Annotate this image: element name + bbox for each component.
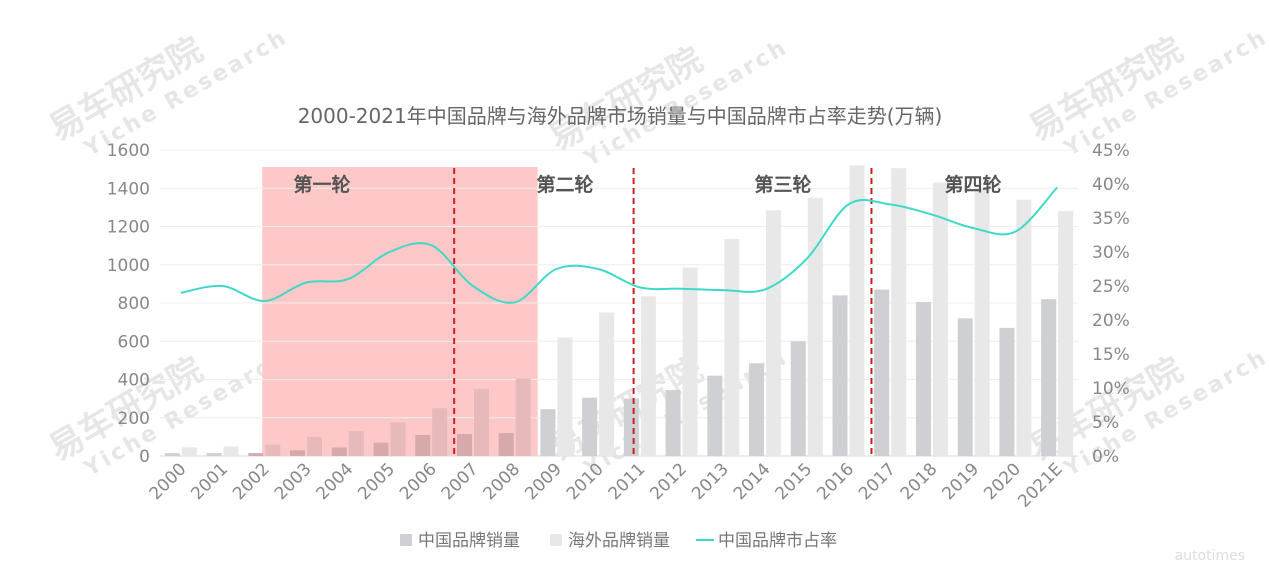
x-tick-label: 2015 [772, 459, 817, 504]
bar-foreign-2008 [515, 378, 531, 456]
bar-domestic-2017 [874, 289, 890, 456]
bar-domestic-2013 [707, 375, 723, 456]
legend-label: 中国品牌销量 [418, 531, 520, 551]
bar-domestic-2015 [790, 341, 806, 456]
bar-domestic-2006 [415, 434, 431, 456]
phase-label: 第一轮 [293, 173, 350, 196]
bar-domestic-2021E [1041, 299, 1057, 456]
bar-domestic-2020 [999, 327, 1015, 456]
bar-domestic-2008 [498, 433, 514, 456]
y-left-tick-label: 1400 [107, 179, 150, 199]
y-left-tick-label: 0 [139, 447, 150, 467]
x-tick-label: 2007 [438, 459, 483, 504]
phase-label: 第四轮 [944, 173, 1001, 196]
bar-foreign-2014 [766, 210, 782, 456]
legend-label: 中国品牌市占率 [718, 531, 837, 551]
y-left-tick-label: 1000 [107, 256, 150, 276]
y-right-tick-label: 35% [1092, 209, 1130, 229]
x-tick-label: 2013 [688, 459, 733, 504]
bar-foreign-2015 [807, 197, 823, 456]
legend-swatch [550, 534, 562, 546]
x-tick-label: 2008 [479, 459, 524, 504]
x-tick-label: 2012 [646, 459, 691, 504]
x-tick-label: 2019 [938, 459, 983, 504]
phase-label: 第三轮 [754, 173, 811, 196]
bar-domestic-2009 [540, 409, 556, 456]
x-tick-label: 2009 [521, 459, 566, 504]
bar-foreign-2007 [473, 389, 489, 456]
y-left-tick-label: 400 [118, 371, 150, 391]
chart-title: 2000-2021年中国品牌与海外品牌市场销量与中国品牌市占率走势(万辆) [298, 104, 943, 128]
x-tick-label: 2018 [897, 459, 942, 504]
y-right-tick-label: 30% [1092, 243, 1130, 263]
x-tick-label: 2000 [146, 459, 191, 504]
bar-domestic-2016 [832, 295, 848, 456]
legend-label: 海外品牌销量 [568, 531, 670, 551]
y-left-tick-label: 1600 [107, 141, 150, 161]
legend-swatch [400, 534, 412, 546]
x-tick-label: 2003 [271, 459, 316, 504]
x-tick-label: 2021E [1014, 459, 1066, 511]
bar-foreign-2003 [307, 436, 323, 456]
x-tick-label: 2017 [855, 459, 900, 504]
bar-foreign-2005 [390, 422, 406, 456]
bar-foreign-2011 [640, 296, 656, 456]
y-right-tick-label: 25% [1092, 277, 1130, 297]
x-tick-label: 2011 [605, 459, 650, 504]
bar-domestic-2019 [957, 318, 973, 456]
x-tick-label: 2001 [187, 459, 232, 504]
y-right-tick-label: 5% [1092, 413, 1119, 433]
x-tick-label: 2005 [354, 459, 399, 504]
phase-label: 第二轮 [536, 173, 593, 196]
y-right-tick-label: 45% [1092, 141, 1130, 161]
bar-foreign-2019 [974, 188, 990, 456]
y-right-tick-label: 0% [1092, 447, 1119, 467]
x-tick-label: 2004 [313, 459, 358, 504]
bar-foreign-2010 [599, 312, 615, 456]
x-tick-label: 2006 [396, 459, 441, 504]
y-left-tick-label: 200 [118, 409, 150, 429]
bar-foreign-2001 [223, 446, 239, 456]
bar-foreign-2021E [1058, 211, 1074, 456]
bar-domestic-2014 [749, 363, 765, 456]
bar-domestic-2007 [456, 434, 472, 456]
y-right-tick-label: 15% [1092, 345, 1130, 365]
bar-domestic-2002 [248, 453, 264, 456]
bar-foreign-2009 [557, 337, 573, 456]
x-tick-label: 2016 [813, 459, 858, 504]
bar-domestic-2005 [373, 442, 389, 456]
bar-foreign-2004 [348, 431, 364, 456]
bar-foreign-2013 [724, 238, 740, 456]
y-left-tick-label: 800 [118, 294, 150, 314]
bar-foreign-2016 [849, 165, 865, 457]
bar-foreign-2012 [682, 267, 698, 456]
bar-foreign-2017 [891, 168, 907, 456]
share-line [180, 186, 1058, 304]
y-left-tick-label: 600 [118, 332, 150, 352]
bar-foreign-2002 [265, 444, 281, 456]
y-right-tick-label: 20% [1092, 311, 1130, 331]
bar-domestic-2012 [665, 390, 681, 456]
bar-domestic-2001 [206, 453, 222, 456]
bar-foreign-2018 [932, 182, 948, 456]
y-right-tick-label: 10% [1092, 379, 1130, 399]
shaded-region-first-round [262, 167, 538, 456]
bar-domestic-2018 [915, 302, 931, 456]
footer-logo: autotimes [1175, 548, 1245, 564]
bar-foreign-2020 [1016, 199, 1032, 456]
x-tick-label: 2014 [730, 459, 775, 504]
x-tick-label: 2002 [229, 459, 274, 504]
bar-domestic-2011 [623, 398, 639, 456]
bar-domestic-2003 [290, 450, 306, 456]
bar-domestic-2000 [164, 453, 180, 456]
bar-foreign-2006 [432, 408, 448, 456]
y-right-tick-label: 40% [1092, 175, 1130, 195]
y-left-tick-label: 1200 [107, 218, 150, 238]
bar-foreign-2000 [181, 447, 197, 456]
bar-domestic-2004 [331, 447, 347, 456]
bar-domestic-2010 [582, 397, 598, 456]
x-tick-label: 2010 [563, 459, 608, 504]
